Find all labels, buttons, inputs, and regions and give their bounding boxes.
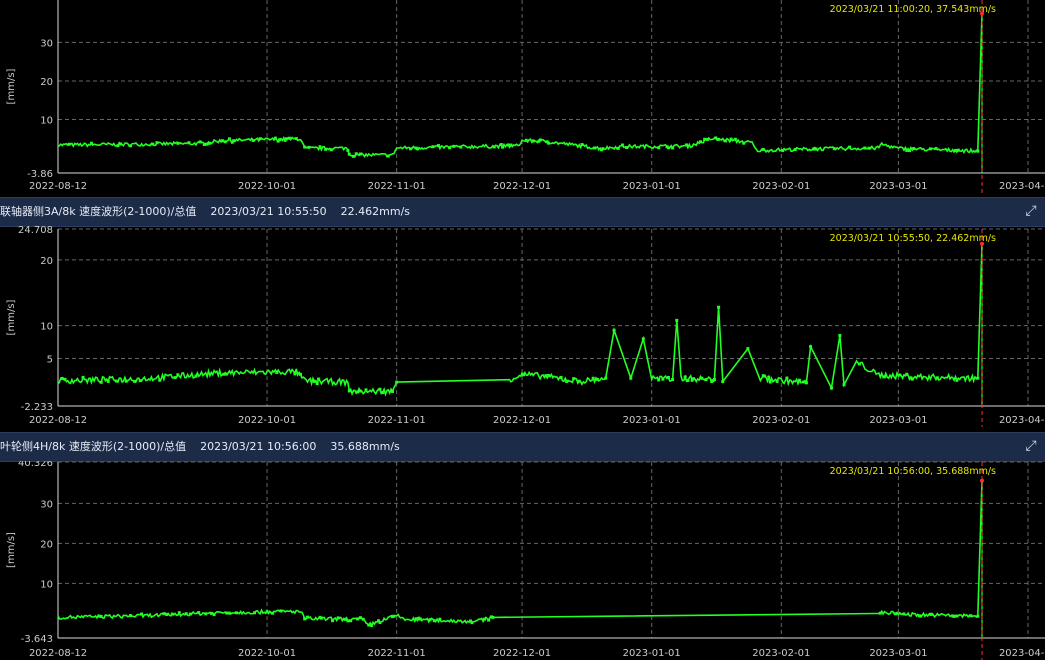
header-time: 2023/03/21 10:55:50 [210, 205, 327, 218]
y-tick-label: 10 [40, 116, 53, 127]
series-line [57, 13, 983, 159]
x-tick-label: 2023-02-01 [752, 415, 810, 426]
y-tick-label: -2.233 [21, 402, 53, 413]
cursor-label: 2023/03/21 10:56:00, 35.688mm/s [830, 466, 996, 477]
x-tick-label: 2023-03-01 [869, 181, 927, 192]
x-tick-label: 2023-01-01 [623, 648, 681, 659]
x-tick-label: 2022-10-01 [238, 181, 296, 192]
x-tick-label: 2023-03-01 [869, 648, 927, 659]
y-tick-label: 40.326 [18, 461, 53, 469]
y-tick-label: 5 [47, 354, 53, 365]
x-tick-label: 2022-11-01 [368, 648, 426, 659]
y-tick-label: 20 [40, 256, 53, 267]
header-name: 叶轮侧4H/8k 速度波形(2-1000)/总值 [0, 440, 187, 453]
y-tick-label: -3.643 [21, 634, 53, 645]
expand-icon[interactable]: ⤢ [1025, 203, 1037, 219]
x-tick-label: 2023-02-01 [752, 181, 810, 192]
panel-header: 叶轮侧4H/8k 速度波形(2-1000)/总值 2023/03/21 10:56… [0, 432, 1045, 462]
chart-panel-2: 2022-08-12 2022-10-01 2022-11-01 2022-12-01… [6, 226, 1045, 427]
header-name: 联轴器侧3A/8k 速度波形(2-1000)/总值 [0, 205, 197, 218]
cursor-label: 2023/03/21 11:00:20, 37.543mm/s [830, 4, 996, 15]
x-tick-label: 2023-04-01 [999, 415, 1045, 426]
x-tick-label: 2022-11-01 [368, 415, 426, 426]
y-tick-label: 20 [40, 539, 53, 550]
x-tick-label: 2022-12-01 [493, 415, 551, 426]
series [57, 13, 983, 159]
y-axis-label: [mm/s] [6, 532, 17, 568]
y-tick-label: 20 [40, 77, 53, 88]
y-tick-label: 10 [40, 579, 53, 590]
x-tick-label: 2023-01-01 [623, 181, 681, 192]
y-axis-label: [mm/s] [6, 299, 17, 335]
chart-panel-1: 2022-08-12 2022-10-01 2022-11-01 2022-12-01… [6, 0, 1045, 193]
y-tick-label: -3.86 [27, 169, 53, 180]
x-tick-label: 2022-08-12 [29, 415, 87, 426]
header-value: 22.462mm/s [340, 205, 411, 218]
x-tick-label: 2023-04-01 [999, 648, 1045, 659]
header-time: 2023/03/21 10:56:00 [200, 440, 317, 453]
cursor-marker [980, 241, 985, 246]
cursor-marker [980, 478, 985, 483]
x-tick-label: 2023-01-01 [623, 415, 681, 426]
series-line [57, 480, 983, 628]
x-tick-label: 2022-08-12 [29, 181, 87, 192]
y-axis-label: [mm/s] [6, 68, 17, 104]
y-tick-label: 30 [40, 38, 53, 49]
cursor-label: 2023/03/21 10:55:50, 22.462mm/s [830, 233, 996, 244]
header-value: 35.688mm/s [330, 440, 400, 453]
series [57, 243, 983, 397]
x-tick-label: 2022-10-01 [238, 415, 296, 426]
y-tick-label: 24.708 [18, 226, 53, 236]
panel-header: 联轴器侧3A/8k 速度波形(2-1000)/总值 2023/03/21 10:5… [0, 197, 1045, 227]
x-tick-label: 2023-03-01 [869, 415, 927, 426]
expand-icon[interactable]: ⤢ [1025, 438, 1037, 454]
x-tick-label: 2022-11-01 [368, 181, 426, 192]
x-tick-label: 2023-02-01 [752, 648, 810, 659]
x-tick-label: 2023-04-01 [999, 181, 1045, 192]
x-tick-label: 2022-08-12 [29, 648, 87, 659]
series-line [57, 243, 983, 397]
series [57, 480, 983, 628]
y-tick-label: 30 [40, 499, 53, 510]
chart-panel-3: 2022-08-12 2022-10-01 2022-11-01 2022-12-01… [6, 461, 1045, 660]
y-tick-label: 10 [40, 322, 53, 333]
x-tick-label: 2022-12-01 [493, 648, 551, 659]
cursor-marker [980, 11, 985, 16]
x-tick-label: 2022-12-01 [493, 181, 551, 192]
x-tick-label: 2022-10-01 [238, 648, 296, 659]
